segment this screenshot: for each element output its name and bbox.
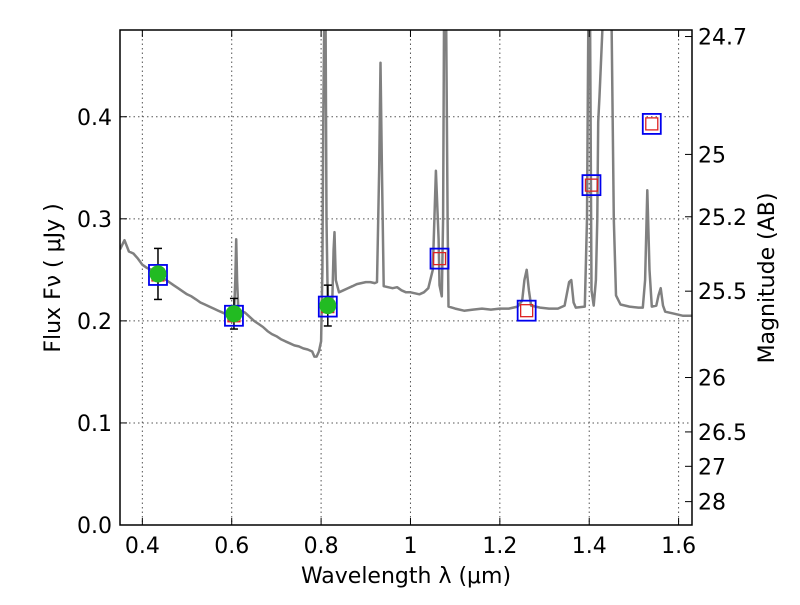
model-square-inner <box>645 117 659 131</box>
y-tick-label: 0.4 <box>77 106 112 131</box>
x-tick-label: 1.2 <box>482 534 517 559</box>
y2-tick-label: 25 <box>698 143 726 168</box>
right-axis-label: Magnitude (AB) <box>755 193 780 364</box>
y-tick-label: 0.1 <box>77 412 112 437</box>
model-square-outer <box>516 299 537 322</box>
model-square-outer <box>581 174 602 197</box>
x-tick-label: 1.4 <box>572 534 607 559</box>
x-tick-label: 0.6 <box>214 534 249 559</box>
observed-point <box>319 297 337 315</box>
observed-point <box>225 305 243 323</box>
plot-area <box>120 30 692 358</box>
y-axis-label: Flux Fν ( μJy ) <box>41 203 66 352</box>
y2-tick-label: 25.2 <box>698 206 747 231</box>
model-square-inner <box>432 251 447 266</box>
x-tick-label: 0.8 <box>304 534 339 559</box>
x-axis-label: Wavelength λ (μm) <box>301 564 511 589</box>
y2-tick-label: 25.5 <box>698 280 747 305</box>
y2-tick-label: 26.5 <box>698 421 747 446</box>
y-tick-label: 0.0 <box>77 514 112 539</box>
x-tick-label: 1 <box>403 534 417 559</box>
x-tick-label: 0.4 <box>125 534 160 559</box>
plot-frame <box>119 29 693 526</box>
observed-point <box>149 265 167 283</box>
model-square-outer <box>148 264 168 286</box>
model-square-inner <box>520 304 534 318</box>
y-tick-label: 0.3 <box>77 208 112 233</box>
y2-tick-label: 24.7 <box>698 26 747 51</box>
y-tick-label: 0.2 <box>77 310 112 335</box>
y2-tick-label: 27 <box>698 455 726 480</box>
model-square-outer <box>317 295 338 318</box>
model-square-inner <box>584 178 599 192</box>
y2-tick-label: 26 <box>698 367 726 392</box>
y2-tick-label: 28 <box>698 491 726 516</box>
model-square-outer <box>641 112 662 135</box>
ticks-layer: 0.4 0.6 0.8 1 1.2 1.4 1.6 0.0 0.1 0.2 0.3 0.4 24.7 25… <box>77 26 747 559</box>
x-tick-label: 1.6 <box>661 534 696 559</box>
model-square-outer <box>429 247 450 270</box>
